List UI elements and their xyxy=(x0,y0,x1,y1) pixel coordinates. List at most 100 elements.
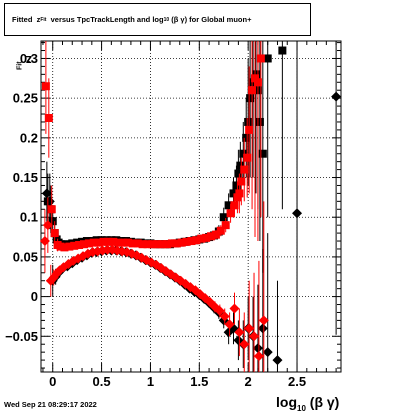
data-point-square xyxy=(172,239,181,248)
title-prefix: Fitted xyxy=(12,15,33,24)
data-point-square xyxy=(47,205,56,214)
x-tick-label: 1 xyxy=(147,374,154,389)
data-point-diamond xyxy=(42,220,53,231)
data-point-diamond xyxy=(331,91,342,102)
data-point-square xyxy=(182,237,191,246)
data-point-square xyxy=(243,153,252,162)
x-tick-label: 2 xyxy=(245,374,252,389)
plot-frame xyxy=(40,40,342,373)
data-point-diamond xyxy=(257,323,268,334)
data-point-square xyxy=(143,240,152,249)
data-point-square xyxy=(99,237,108,246)
data-point-diamond xyxy=(292,208,303,219)
data-point-square xyxy=(226,209,235,218)
data-point-square xyxy=(177,238,186,247)
data-point-square xyxy=(256,54,265,63)
data-point-square xyxy=(221,221,230,230)
data-point-square xyxy=(153,240,162,249)
data-point-diamond xyxy=(262,347,273,358)
data-point-square xyxy=(240,165,249,174)
data-point-square xyxy=(148,240,157,249)
data-point-diamond xyxy=(224,319,235,330)
data-point-square xyxy=(237,177,246,186)
data-point-square xyxy=(65,242,74,251)
data-point-square xyxy=(133,239,142,248)
data-point-square xyxy=(244,117,253,126)
title-log-sub: 10 xyxy=(163,16,170,23)
axis-ticks xyxy=(41,41,341,372)
data-point-square xyxy=(128,239,137,248)
data-point-diamond xyxy=(272,355,283,366)
data-point-square xyxy=(202,233,211,242)
data-point-square xyxy=(79,240,88,249)
data-point-square xyxy=(234,169,243,178)
x-tick-label: 0 xyxy=(49,374,56,389)
y-axis-label-main: z xyxy=(25,53,33,68)
data-point-square xyxy=(41,82,50,91)
title-beta-gamma: (β γ) xyxy=(171,15,188,24)
data-point-diamond xyxy=(214,305,225,316)
data-point-square xyxy=(253,78,262,87)
title-mid: versus TpcTrackLength and log xyxy=(50,15,164,24)
y-axis-label-sub: Fit xyxy=(16,61,24,70)
data-point-square xyxy=(163,240,172,249)
data-point-square xyxy=(224,201,233,210)
y-tick-label: 0.2 xyxy=(20,130,38,145)
data-point-square xyxy=(255,117,264,126)
data-point-square xyxy=(211,230,220,239)
x-axis-label-sub: 10 xyxy=(297,403,306,413)
data-point-square xyxy=(114,238,123,247)
data-point-square xyxy=(242,133,251,142)
y-tick-label: −0.05 xyxy=(5,329,38,344)
data-point-diamond xyxy=(239,339,250,350)
data-point-square xyxy=(219,213,228,222)
x-tick-labels: 0 0.5 1 1.5 2 2.5 xyxy=(49,374,306,389)
data-point-square xyxy=(75,240,84,249)
title-z-sub: Fit xyxy=(40,16,47,23)
x-tick-label: 0.5 xyxy=(93,374,111,389)
title-z: z xyxy=(36,15,41,24)
y-axis-label: z Fit xyxy=(4,44,32,70)
x-axis-label-tail: (β γ) xyxy=(309,394,340,410)
data-point-diamond xyxy=(252,343,263,354)
y-tick-label: 0.15 xyxy=(13,170,38,185)
data-point-square xyxy=(167,239,176,248)
timestamp-footer: Wed Sep 21 08:29:17 2022 xyxy=(4,400,97,409)
data-point-diamond xyxy=(78,251,89,262)
data-point-square xyxy=(44,113,53,122)
data-point-diamond xyxy=(219,311,230,322)
data-point-square xyxy=(158,240,167,249)
data-point-diamond xyxy=(131,250,142,261)
data-point-diamond xyxy=(253,351,264,362)
data-point-square xyxy=(48,217,57,226)
data-point-square xyxy=(84,239,93,248)
data-point-square xyxy=(94,238,103,247)
data-point-square xyxy=(263,54,272,63)
data-point-square xyxy=(278,46,287,55)
x-axis-label: log10 (β γ) xyxy=(276,394,339,413)
data-point-square xyxy=(50,229,59,238)
data-point-square xyxy=(119,238,128,247)
y-tick-label: 0.3 xyxy=(20,51,38,66)
y-tick-label: 0.25 xyxy=(13,91,38,106)
data-marks xyxy=(39,41,342,372)
data-point-square xyxy=(258,149,267,158)
data-point-square xyxy=(109,237,118,246)
data-point-square xyxy=(248,86,257,95)
data-point-square xyxy=(192,236,201,245)
data-point-square xyxy=(187,237,196,246)
chart-title: Fitted z Fit versus TpcTrackLength and lo… xyxy=(4,3,311,36)
data-point-square xyxy=(207,232,216,241)
data-point-square xyxy=(245,125,254,134)
data-point-square xyxy=(60,243,69,252)
data-point-square xyxy=(123,238,132,247)
data-point-square xyxy=(230,201,239,210)
data-point-square xyxy=(216,226,225,235)
title-suffix: for Global muon+ xyxy=(189,15,252,24)
data-point-diamond xyxy=(258,315,269,326)
y-tick-label: 0.1 xyxy=(20,210,38,225)
x-tick-label: 2.5 xyxy=(288,374,306,389)
x-axis-label-main: log xyxy=(276,394,297,410)
data-point-diamond xyxy=(44,196,55,207)
